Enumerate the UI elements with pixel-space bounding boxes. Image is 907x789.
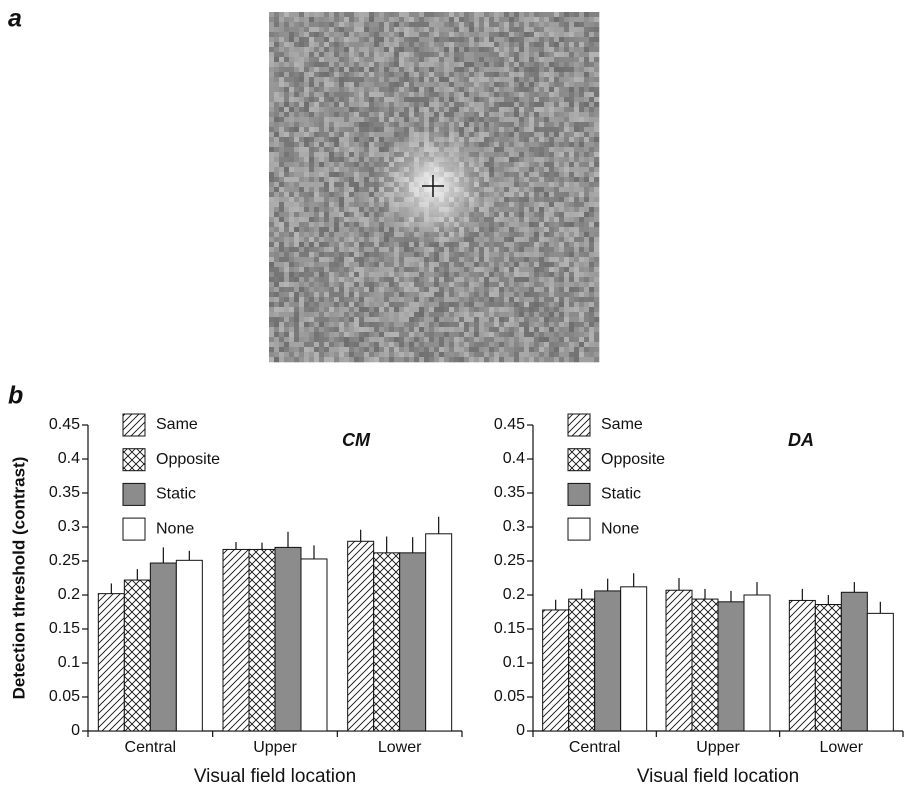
y-tick-label: 0.45 bbox=[494, 416, 525, 433]
y-tick-label: 0.4 bbox=[503, 450, 525, 467]
y-tick-label: 0 bbox=[71, 722, 80, 739]
figure: a b 0 0.05 0.1 0.15 0.2 0.25 0.3 0.35 0.4 0.45 Cen… bbox=[0, 0, 907, 789]
x-tick-label: Upper bbox=[696, 739, 740, 756]
bar bbox=[426, 534, 452, 731]
x-axis-label: Visual field location bbox=[637, 766, 799, 787]
legend-key bbox=[123, 483, 145, 505]
bar bbox=[98, 594, 124, 731]
y-tick-label: 0.1 bbox=[58, 654, 80, 671]
legend-label: Opposite bbox=[601, 451, 665, 468]
bar bbox=[249, 549, 275, 731]
bar bbox=[815, 605, 841, 731]
legend-label: Static bbox=[601, 486, 641, 503]
bar bbox=[789, 600, 815, 731]
bar bbox=[348, 541, 374, 731]
y-tick-label: 0.35 bbox=[49, 484, 80, 501]
y-tick-label: 0.05 bbox=[494, 688, 525, 705]
bar bbox=[569, 599, 595, 731]
y-tick-label: 0.15 bbox=[49, 620, 80, 637]
y-tick-label: 0.3 bbox=[503, 518, 525, 535]
bar bbox=[744, 595, 770, 731]
bar bbox=[275, 547, 301, 731]
legend-key bbox=[568, 449, 590, 471]
bar bbox=[150, 563, 176, 731]
legend-label: None bbox=[156, 520, 194, 537]
legend-key bbox=[123, 414, 145, 436]
y-tick-label: 0.1 bbox=[503, 654, 525, 671]
bar bbox=[841, 592, 867, 731]
y-tick-label: 0 bbox=[516, 722, 525, 739]
legend-label: Same bbox=[601, 416, 643, 433]
bar bbox=[223, 549, 249, 731]
bar bbox=[867, 613, 893, 731]
legend-label: Static bbox=[156, 486, 196, 503]
legend-label: Opposite bbox=[156, 451, 220, 468]
legend-key bbox=[568, 483, 590, 505]
bar bbox=[374, 553, 400, 731]
y-tick-label: 0.35 bbox=[494, 484, 525, 501]
legend-label: Same bbox=[156, 416, 198, 433]
bar bbox=[692, 599, 718, 731]
y-tick-label: 0.25 bbox=[49, 552, 80, 569]
legend-key bbox=[123, 518, 145, 540]
bar bbox=[400, 553, 426, 731]
bar bbox=[124, 580, 150, 731]
legend-key bbox=[568, 518, 590, 540]
chart-title: CM bbox=[342, 430, 371, 450]
x-tick-label: Lower bbox=[378, 739, 422, 756]
panel-label: a bbox=[8, 5, 22, 33]
legend-key bbox=[123, 449, 145, 471]
x-axis-label: Visual field location bbox=[194, 766, 356, 787]
bar bbox=[666, 590, 692, 731]
y-tick-label: 0.05 bbox=[49, 688, 80, 705]
x-tick-label: Lower bbox=[820, 739, 864, 756]
y-tick-label: 0.45 bbox=[49, 416, 80, 433]
y-tick-label: 0.4 bbox=[58, 450, 80, 467]
bar bbox=[621, 587, 647, 731]
y-tick-label: 0.2 bbox=[503, 586, 525, 603]
bar bbox=[176, 560, 202, 731]
y-tick-label: 0.25 bbox=[494, 552, 525, 569]
y-axis-label: Detection threshold (contrast) bbox=[9, 457, 28, 700]
legend-key bbox=[568, 414, 590, 436]
bar bbox=[595, 591, 621, 731]
bar bbox=[543, 610, 569, 731]
y-tick-label: 0.3 bbox=[58, 518, 80, 535]
x-tick-label: Central bbox=[125, 739, 177, 756]
panel-label: b bbox=[8, 382, 23, 410]
y-tick-label: 0.15 bbox=[494, 620, 525, 637]
legend-label: None bbox=[601, 520, 639, 537]
x-tick-label: Upper bbox=[253, 739, 297, 756]
bar bbox=[718, 602, 744, 731]
chart-title: DA bbox=[788, 430, 814, 450]
x-tick-label: Central bbox=[569, 739, 621, 756]
y-tick-label: 0.2 bbox=[58, 586, 80, 603]
bar bbox=[301, 559, 327, 731]
